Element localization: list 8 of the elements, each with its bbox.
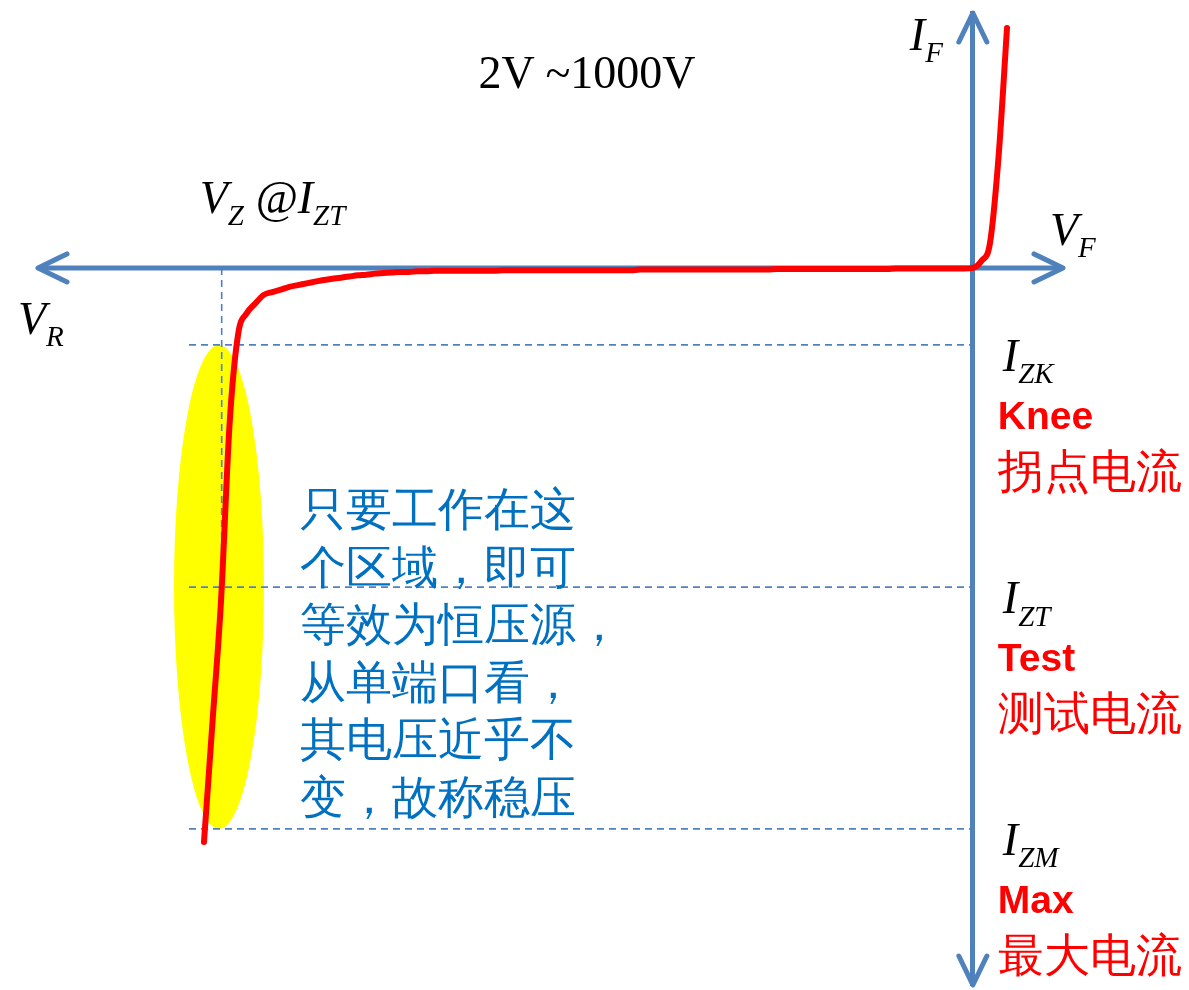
annotation: Knee: [997, 393, 1094, 437]
text: Max: [997, 877, 1075, 921]
chart-title: 2V ~1000V: [478, 47, 696, 98]
annotation: 只要工作在这个区域，即可等效为恒压源，从单端口看，其电压近乎不变，故称稳压: [299, 484, 622, 823]
annotation: 拐点电流: [996, 445, 1182, 497]
text: 最大电流: [997, 929, 1182, 981]
annotation: 测试电流: [997, 688, 1182, 740]
annotation: Test: [997, 636, 1076, 680]
